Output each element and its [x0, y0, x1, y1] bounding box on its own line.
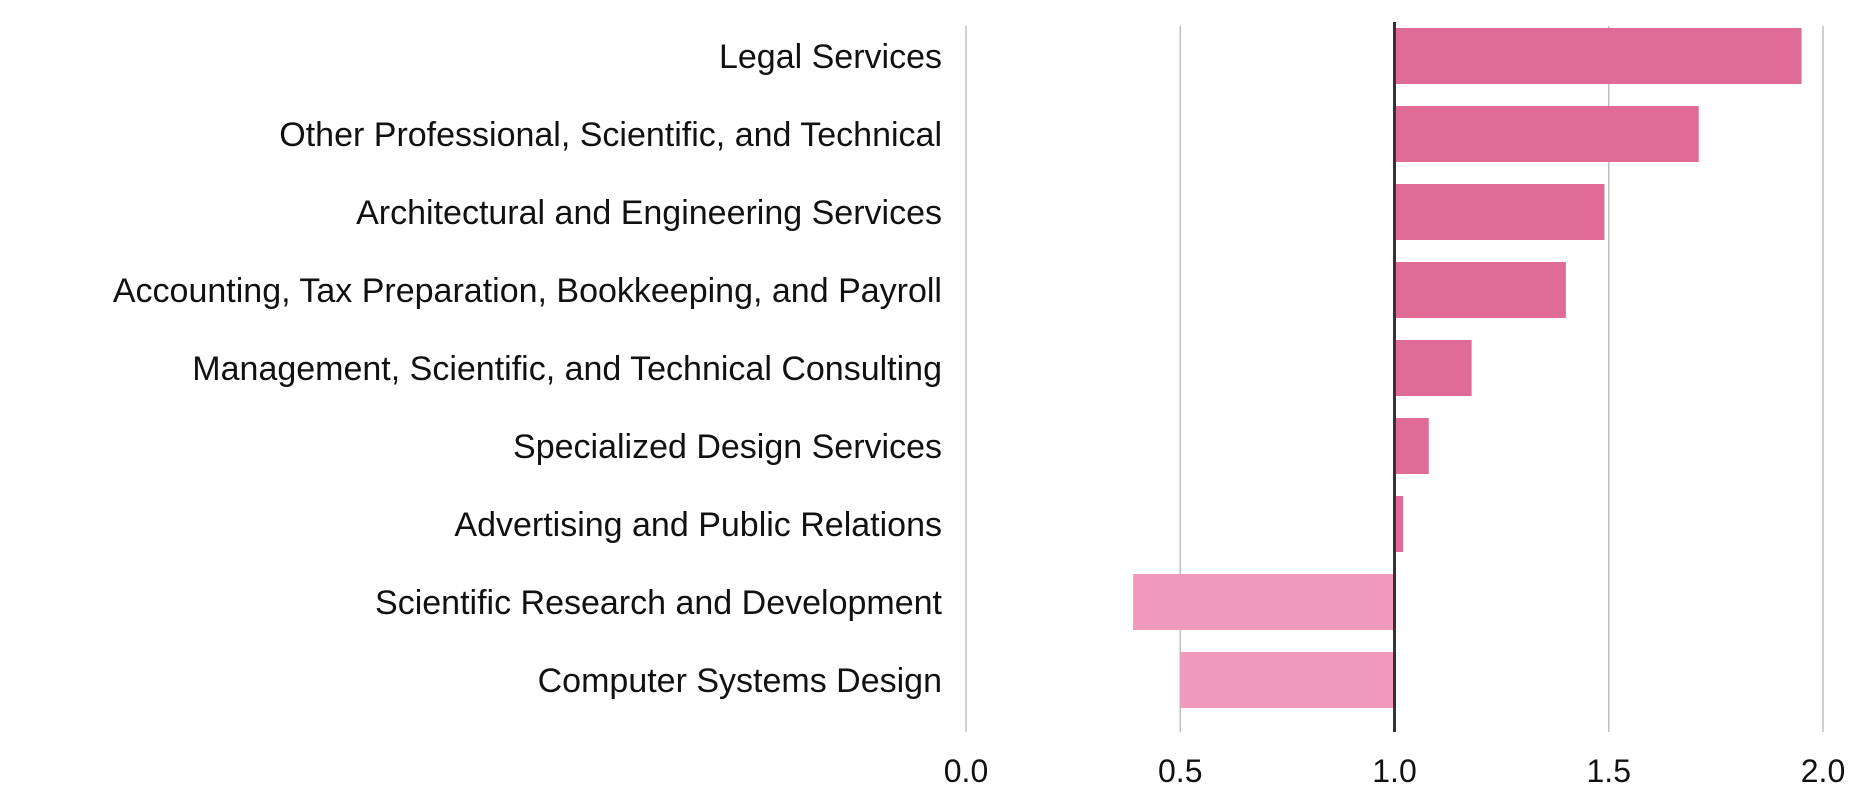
bar — [1394, 496, 1404, 552]
bar — [1394, 340, 1472, 396]
category-labels: Legal Services Other Professional, Scient… — [113, 38, 943, 700]
bar — [1394, 106, 1699, 162]
category-label: Legal Services — [719, 38, 942, 76]
bar — [1394, 262, 1566, 318]
category-label: Management, Scientific, and Technical Co… — [192, 350, 942, 388]
x-axis-ticks: 0.0 0.5 1.0 1.5 2.0 — [944, 753, 1845, 789]
x-tick-label: 0.5 — [1158, 753, 1202, 789]
category-label: Architectural and Engineering Services — [356, 194, 942, 232]
bar — [1394, 28, 1802, 84]
category-label: Scientific Research and Development — [375, 584, 943, 622]
bar — [1394, 418, 1429, 474]
bars — [1133, 28, 1802, 708]
bar — [1394, 184, 1605, 240]
category-label: Other Professional, Scientific, and Tech… — [279, 116, 942, 154]
category-label: Computer Systems Design — [538, 662, 942, 700]
bar — [1133, 574, 1395, 630]
bar — [1180, 652, 1395, 708]
category-label: Advertising and Public Relations — [454, 506, 942, 544]
x-tick-label: 1.0 — [1372, 753, 1416, 789]
x-tick-label: 2.0 — [1801, 753, 1845, 789]
x-tick-label: 1.5 — [1587, 753, 1631, 789]
category-label: Accounting, Tax Preparation, Bookkeeping… — [113, 272, 942, 310]
category-label: Specialized Design Services — [513, 428, 942, 466]
x-tick-label: 0.0 — [944, 753, 988, 789]
